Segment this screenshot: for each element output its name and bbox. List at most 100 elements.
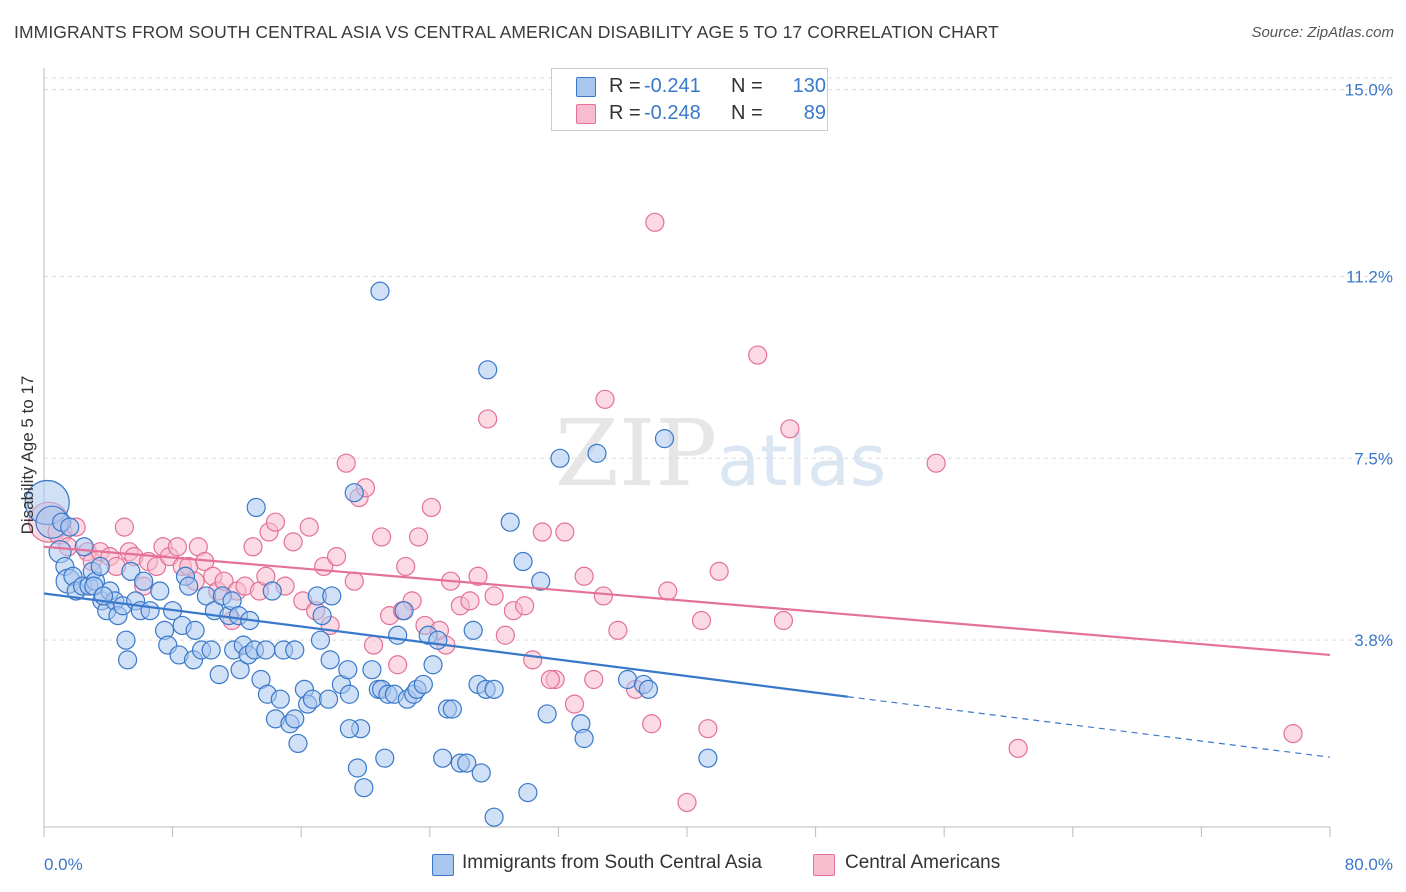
- point-south-central-asia: [322, 586, 342, 606]
- point-south-central-asia: [230, 660, 250, 680]
- point-central-americans: [1008, 738, 1028, 758]
- point-south-central-asia: [344, 483, 364, 503]
- point-central-americans: [495, 625, 515, 645]
- point-south-central-asia: [318, 689, 339, 709]
- point-central-americans: [523, 650, 543, 670]
- point-central-americans: [593, 586, 614, 606]
- point-south-central-asia: [394, 601, 414, 621]
- point-central-americans: [468, 566, 488, 586]
- legend-r-label: R =: [609, 75, 641, 97]
- point-south-central-asia: [471, 763, 491, 783]
- point-south-central-asia: [550, 448, 570, 468]
- series-swatch-pink: [813, 854, 835, 876]
- point-south-central-asia: [270, 689, 290, 709]
- point-central-americans: [388, 655, 408, 675]
- point-south-central-asia: [413, 674, 433, 695]
- point-central-americans: [564, 694, 585, 714]
- point-south-central-asia: [74, 537, 94, 557]
- point-central-americans: [265, 512, 286, 532]
- point-central-americans: [421, 497, 442, 518]
- point-south-central-asia: [537, 704, 557, 724]
- point-south-central-asia: [354, 778, 374, 798]
- point-central-americans: [698, 719, 718, 739]
- point-south-central-asia: [423, 655, 443, 675]
- point-south-central-asia: [185, 620, 205, 640]
- legend-n-value: 130: [792, 75, 826, 97]
- point-central-americans: [484, 586, 504, 606]
- point-south-central-asia: [698, 748, 718, 768]
- point-south-central-asia: [574, 728, 594, 749]
- series-label: Immigrants from South Central Asia: [462, 852, 762, 873]
- legend-n-value: 89: [803, 102, 826, 124]
- point-central-americans: [780, 419, 800, 439]
- legend-n-label: N =: [731, 102, 763, 124]
- point-south-central-asia: [638, 679, 659, 699]
- point-central-americans: [926, 453, 946, 473]
- point-south-central-asia: [457, 753, 477, 773]
- point-south-central-asia: [256, 640, 276, 660]
- point-south-central-asia: [484, 807, 504, 827]
- point-central-americans: [460, 591, 480, 611]
- point-central-americans: [773, 610, 794, 631]
- point-central-americans: [574, 566, 594, 586]
- point-central-americans: [595, 389, 615, 409]
- point-south-central-asia: [428, 630, 448, 650]
- point-south-central-asia: [370, 281, 390, 301]
- point-central-americans: [167, 537, 188, 557]
- point-south-central-asia: [246, 497, 266, 518]
- point-south-central-asia: [347, 758, 368, 778]
- legend-swatch-blue: [576, 77, 596, 97]
- point-south-central-asia: [433, 748, 453, 768]
- point-south-central-asia: [339, 719, 360, 739]
- point-south-central-asia: [285, 709, 305, 729]
- point-central-americans: [658, 581, 678, 601]
- point-south-central-asia: [375, 748, 395, 768]
- point-south-central-asia: [140, 601, 160, 621]
- point-south-central-asia: [201, 640, 221, 660]
- y-tick-label: 15.0%: [1345, 81, 1393, 100]
- point-south-central-asia: [262, 581, 282, 601]
- point-central-americans: [336, 453, 356, 473]
- point-south-central-asia: [179, 576, 199, 596]
- point-south-central-asia: [513, 551, 533, 572]
- point-south-central-asia: [116, 630, 136, 650]
- series-swatch-blue: [432, 854, 454, 876]
- legend-r-label: R =: [609, 102, 641, 124]
- chart-title: IMMIGRANTS FROM SOUTH CENTRAL ASIA VS CE…: [14, 22, 999, 42]
- point-south-central-asia: [339, 684, 360, 704]
- point-south-central-asia: [312, 606, 332, 626]
- point-central-americans: [326, 547, 347, 567]
- point-central-americans: [299, 517, 319, 537]
- point-central-americans: [709, 561, 729, 581]
- series-label: Central Americans: [845, 852, 1001, 873]
- point-south-central-asia: [134, 571, 154, 591]
- point-south-central-asia: [117, 650, 138, 670]
- legend-n-label: N =: [731, 75, 763, 97]
- point-central-americans: [608, 620, 628, 640]
- point-central-americans: [748, 345, 768, 365]
- trend-lines: [43, 545, 1331, 758]
- point-central-americans: [584, 669, 604, 690]
- point-south-central-asia: [617, 669, 638, 690]
- x-tick-label: 0.0%: [44, 855, 83, 874]
- point-central-americans: [540, 669, 560, 690]
- point-south-central-asia: [121, 561, 141, 581]
- point-central-americans: [555, 522, 575, 542]
- y-axis-label: Disability Age 5 to 17: [18, 376, 37, 535]
- point-central-americans: [532, 522, 552, 542]
- point-south-central-asia: [150, 581, 170, 601]
- point-south-central-asia: [338, 660, 358, 680]
- point-central-americans: [371, 527, 392, 547]
- trend-line-central-americans: [43, 545, 1331, 657]
- point-south-central-asia: [518, 782, 538, 803]
- point-central-americans: [642, 714, 662, 734]
- point-south-central-asia: [90, 556, 110, 577]
- axes: [43, 68, 1331, 837]
- watermark-atlas: atlas: [717, 420, 887, 502]
- watermark: ZIPatlas: [555, 400, 886, 507]
- y-tick-label: 11.2%: [1346, 267, 1393, 286]
- point-south-central-asia: [500, 512, 520, 532]
- grid-lines: [44, 77, 1395, 641]
- point-central-americans: [283, 532, 303, 552]
